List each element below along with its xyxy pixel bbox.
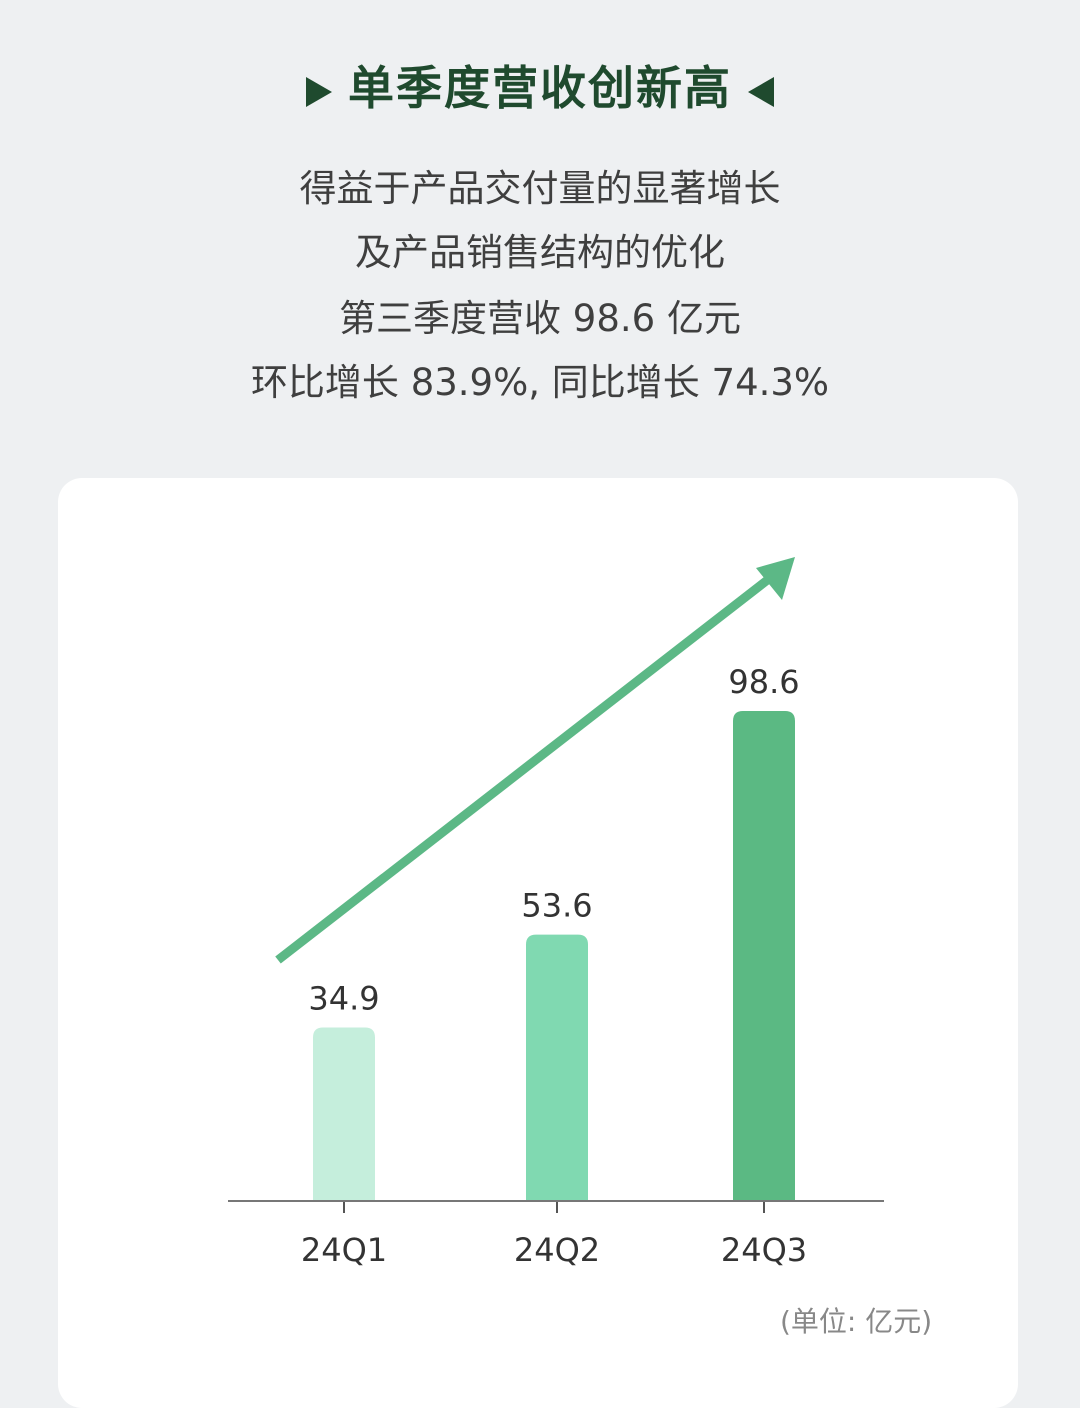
x-tick-label-24Q3: 24Q3 — [721, 1231, 807, 1269]
title-text: 单季度营收创新高 — [348, 61, 732, 115]
bar-24Q2 — [526, 934, 588, 1201]
data-label-24Q1: 34.9 — [308, 980, 379, 1018]
subtitle-line-3: 第三季度营收 98.6 亿元 — [339, 297, 741, 340]
trend-arrow-head — [756, 557, 795, 600]
x-tick-label-24Q2: 24Q2 — [514, 1231, 600, 1269]
x-tick-label-24Q1: 24Q1 — [301, 1231, 387, 1269]
subtitle-line-2: 及产品销售结构的优化 — [355, 231, 725, 274]
trend-arrow-line — [275, 574, 773, 964]
left-triangle-icon — [748, 76, 774, 107]
data-label-24Q3: 98.6 — [728, 663, 799, 701]
bar-24Q1 — [313, 1027, 375, 1201]
subtitle-line-1: 得益于产品交付量的显著增长 — [299, 167, 781, 210]
data-label-24Q2: 53.6 — [521, 887, 592, 925]
right-triangle-icon — [306, 76, 332, 107]
unit-label: (单位: 亿元) — [780, 1305, 933, 1338]
bar-24Q3 — [733, 710, 795, 1201]
subtitle-line-4: 环比增长 83.9%, 同比增长 74.3% — [250, 361, 830, 404]
page-title: 单季度营收创新高 — [0, 52, 1080, 118]
